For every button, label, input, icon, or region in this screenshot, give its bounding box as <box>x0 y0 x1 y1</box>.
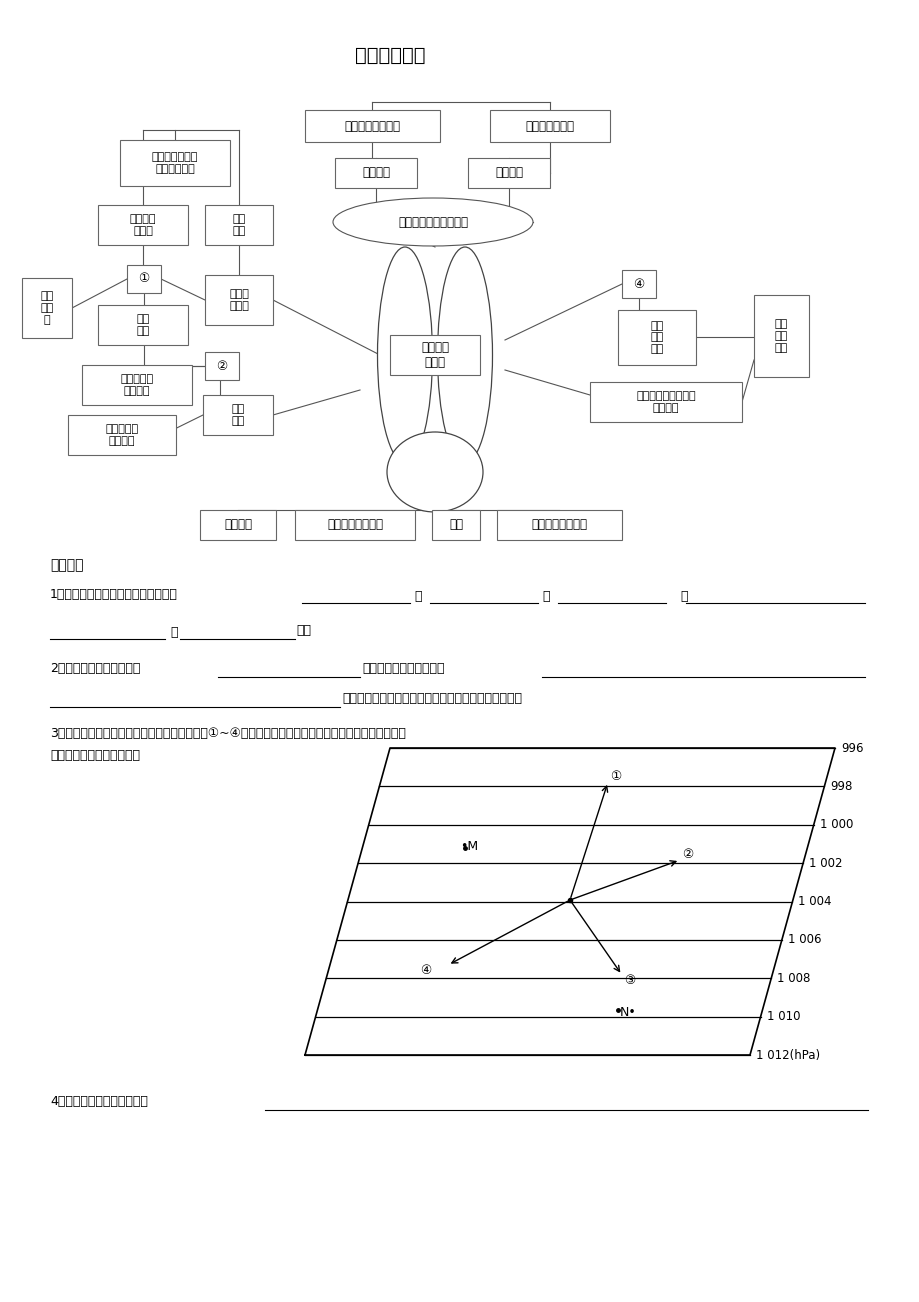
Text: 1 010: 1 010 <box>766 1010 800 1023</box>
FancyBboxPatch shape <box>98 204 187 245</box>
Text: 气压分布规律与
等压面的判读: 气压分布规律与 等压面的判读 <box>152 152 198 173</box>
Text: 1 002: 1 002 <box>808 857 842 870</box>
Text: 1 012(hPa): 1 012(hPa) <box>755 1048 819 1061</box>
FancyBboxPatch shape <box>98 305 187 345</box>
Text: ③: ③ <box>624 974 635 987</box>
Text: 大气的组成与热力状况: 大气的组成与热力状况 <box>398 216 468 228</box>
Text: 2、大气运动的能量来源：: 2、大气运动的能量来源： <box>50 661 141 674</box>
FancyBboxPatch shape <box>119 141 230 186</box>
Text: 1 006: 1 006 <box>787 934 821 947</box>
Text: 季风
环流: 季风 环流 <box>231 404 244 426</box>
Text: 气旋
与反
气旋: 气旋 与反 气旋 <box>650 320 663 354</box>
FancyBboxPatch shape <box>496 510 621 540</box>
FancyBboxPatch shape <box>205 275 273 326</box>
FancyBboxPatch shape <box>22 279 72 339</box>
Text: 课堂小测: 课堂小测 <box>50 559 84 572</box>
Text: 、: 、 <box>541 590 549 603</box>
FancyBboxPatch shape <box>68 415 176 454</box>
Ellipse shape <box>333 198 532 246</box>
Ellipse shape <box>377 247 432 464</box>
Text: ①: ① <box>609 771 621 784</box>
Text: ②: ② <box>216 359 227 372</box>
Text: 4、气压带风带的移动规律：: 4、气压带风带的移动规律： <box>50 1095 148 1108</box>
FancyBboxPatch shape <box>305 109 439 142</box>
FancyBboxPatch shape <box>205 204 273 245</box>
Ellipse shape <box>387 432 482 512</box>
FancyBboxPatch shape <box>621 270 655 298</box>
Text: 近地
面风: 近地 面风 <box>136 314 150 336</box>
Text: •M: •M <box>460 840 478 853</box>
Text: 等压线的判
读与应用: 等压线的判 读与应用 <box>120 374 153 396</box>
Ellipse shape <box>437 247 492 464</box>
Text: 判读: 判读 <box>448 518 462 531</box>
Text: 影响因素: 影响因素 <box>223 518 252 531</box>
Text: 地球上的大气: 地球上的大气 <box>355 46 425 65</box>
Text: 类型及其分布规律: 类型及其分布规律 <box>326 518 382 531</box>
FancyBboxPatch shape <box>295 510 414 540</box>
FancyBboxPatch shape <box>199 510 276 540</box>
Text: 对地理环境的影响: 对地理环境的影响 <box>531 518 587 531</box>
Text: 等。: 等。 <box>296 624 311 637</box>
Text: 大气现象成因分析: 大气现象成因分析 <box>344 120 400 133</box>
Text: N•: N• <box>619 1005 636 1018</box>
Text: 998: 998 <box>830 780 852 793</box>
Text: 风向，请在图中标注出来。: 风向，请在图中标注出来。 <box>50 749 140 762</box>
Text: 、: 、 <box>414 590 421 603</box>
Text: 、: 、 <box>170 626 177 639</box>
FancyBboxPatch shape <box>335 158 416 187</box>
FancyBboxPatch shape <box>490 109 609 142</box>
Text: ②: ② <box>682 849 693 862</box>
Text: 大气水
平运动: 大气水 平运动 <box>229 289 249 311</box>
Text: 削弱作用: 削弱作用 <box>361 167 390 180</box>
Text: 我国雨带的移动规律
及其影响: 我国雨带的移动规律 及其影响 <box>636 391 695 413</box>
Text: 形成原理
与应用: 形成原理 与应用 <box>130 215 156 236</box>
Text: 热力
环流: 热力 环流 <box>233 215 245 236</box>
Text: 1 004: 1 004 <box>798 894 831 907</box>
Text: 3、下图是北半球某地近地面的等压线分布图，①~④分别代表地转偏向力、摩擦力、水平气压梯度力和: 3、下图是北半球某地近地面的等压线分布图，①~④分别代表地转偏向力、摩擦力、水平… <box>50 727 405 740</box>
Text: 大气运动
与气候: 大气运动 与气候 <box>421 341 448 368</box>
FancyBboxPatch shape <box>127 266 161 293</box>
FancyBboxPatch shape <box>754 296 808 378</box>
FancyBboxPatch shape <box>589 381 742 422</box>
Text: 形成、分布
及其影响: 形成、分布 及其影响 <box>106 424 139 445</box>
Text: 保温效应: 保温效应 <box>494 167 522 180</box>
Text: ，大气水平运动的直接原因是同一水平面的气压差异。: ，大气水平运动的直接原因是同一水平面的气压差异。 <box>342 691 521 704</box>
Text: 1 000: 1 000 <box>819 818 852 831</box>
Text: 逆温成因与影响: 逆温成因与影响 <box>525 120 573 133</box>
FancyBboxPatch shape <box>205 352 239 380</box>
Text: 、: 、 <box>679 590 686 603</box>
Text: ①: ① <box>138 272 150 285</box>
FancyBboxPatch shape <box>468 158 550 187</box>
Text: 1 008: 1 008 <box>777 971 810 984</box>
FancyBboxPatch shape <box>432 510 480 540</box>
Text: 996: 996 <box>840 742 863 754</box>
Text: 风向
与受
力: 风向 与受 力 <box>40 292 53 324</box>
Text: ④: ④ <box>632 277 644 290</box>
Text: ，大气运动的根本原因：: ，大气运动的根本原因： <box>361 661 444 674</box>
FancyBboxPatch shape <box>390 335 480 375</box>
Text: ④: ④ <box>420 963 431 976</box>
FancyBboxPatch shape <box>618 310 696 365</box>
Text: 1、地球表面受热主要包括哪些环节：: 1、地球表面受热主要包括哪些环节： <box>50 589 177 602</box>
Text: 判读
及其
影响: 判读 及其 影响 <box>774 319 788 353</box>
FancyBboxPatch shape <box>203 395 273 435</box>
FancyBboxPatch shape <box>82 365 192 405</box>
